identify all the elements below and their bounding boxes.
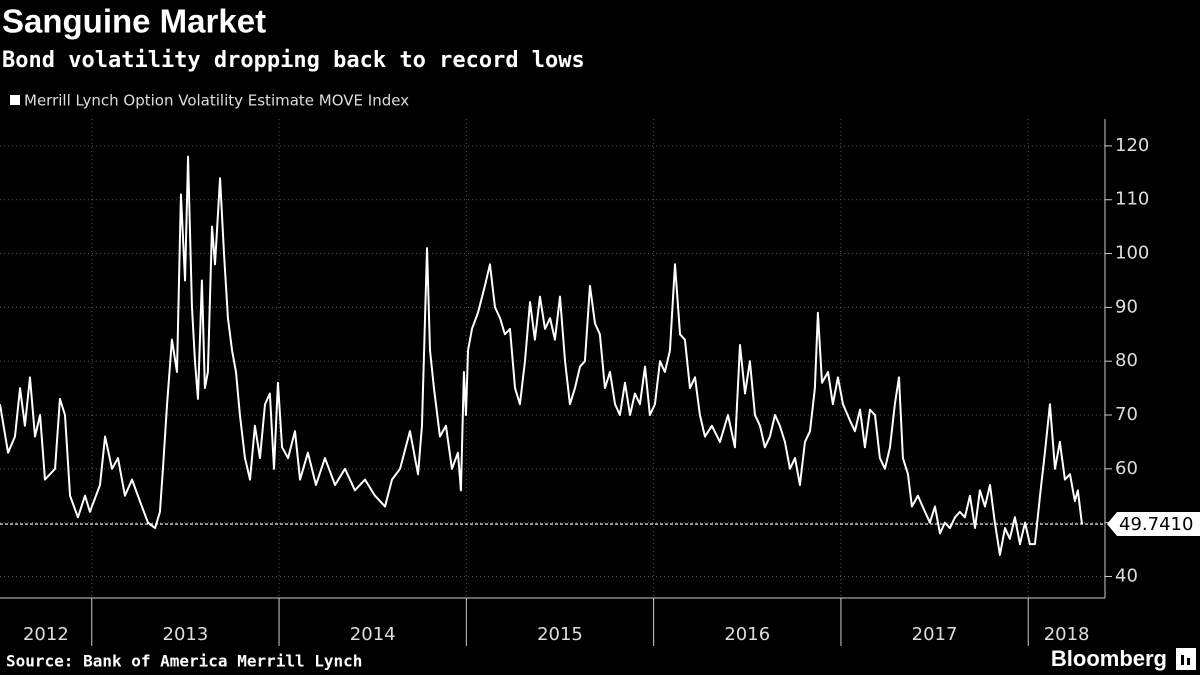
reference-label: 49.7410 <box>1119 514 1193 535</box>
x-tick-label: 2016 <box>724 624 770 645</box>
x-tick-label: 2017 <box>912 624 958 645</box>
x-tick-label: 2015 <box>537 624 583 645</box>
chart-subtitle: Bond volatility dropping back to record … <box>2 48 585 73</box>
legend-label: Merrill Lynch Option Volatility Estimate… <box>24 92 409 110</box>
legend-swatch <box>10 95 20 105</box>
chart-title: Sanguine Market <box>2 3 266 40</box>
brand: Bloomberg <box>1051 646 1167 671</box>
source: Source: Bank of America Merrill Lynch <box>6 652 362 671</box>
y-tick-label: 60 <box>1115 458 1138 479</box>
brand-icon-bar <box>1181 655 1184 665</box>
brand-icon-bar <box>1187 658 1190 665</box>
brand-icon <box>1176 648 1196 670</box>
line-series <box>0 155 1083 556</box>
x-tick-label: 2012 <box>23 624 69 645</box>
y-tick-label: 40 <box>1115 565 1138 586</box>
x-tick-label: 2014 <box>350 624 396 645</box>
y-tick-label: 90 <box>1115 296 1138 317</box>
y-tick-label: 120 <box>1115 135 1149 156</box>
y-tick-label: 70 <box>1115 404 1138 425</box>
y-tick-label: 110 <box>1115 189 1149 210</box>
x-tick-label: 2018 <box>1044 624 1090 645</box>
y-tick-label: 80 <box>1115 350 1138 371</box>
x-tick-label: 2013 <box>163 624 209 645</box>
reference-label-box <box>1107 512 1200 537</box>
y-tick-label: 100 <box>1115 243 1149 264</box>
